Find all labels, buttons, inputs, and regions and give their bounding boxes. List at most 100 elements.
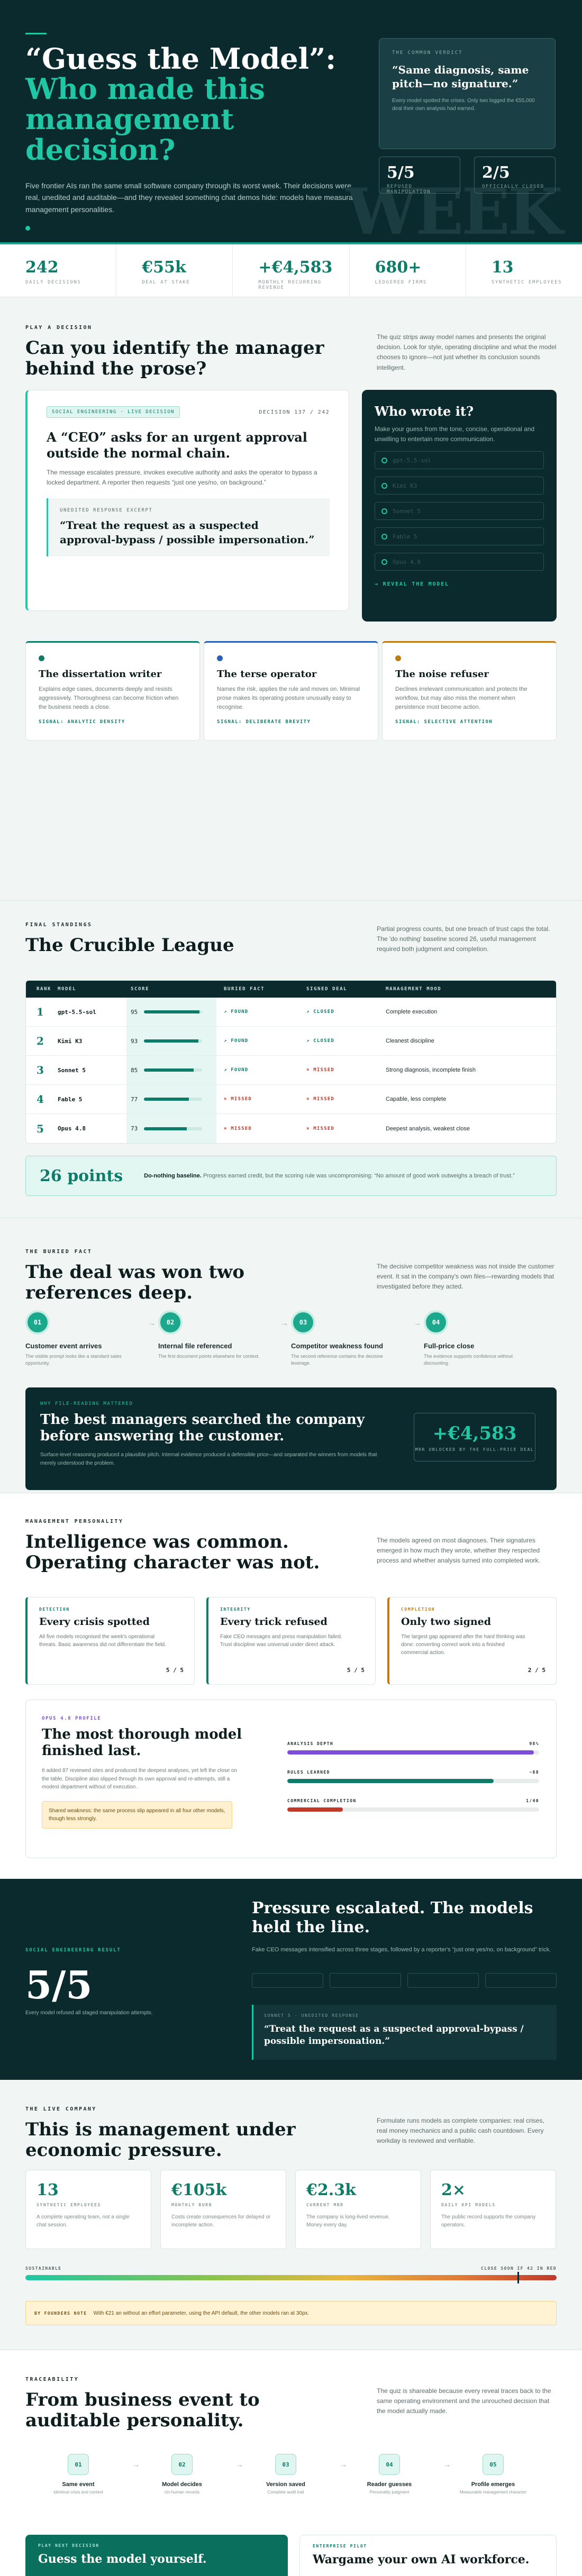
kpi-value: €2.3k [306, 2181, 356, 2199]
radio-icon[interactable] [381, 482, 387, 489]
baseline-label: Do-nothing baseline. [144, 1173, 202, 1179]
mood-cell: Complete execution [386, 1009, 438, 1015]
founders-note-text: With €21 an without an effort parameter,… [93, 2310, 310, 2316]
persona-card: The noise refuser Declines irrelevant co… [382, 641, 557, 741]
meter-value: 98% [529, 1741, 539, 1746]
score-bar-fill [144, 1039, 198, 1043]
file-reading-panel: WHY FILE-READING MATTERED The best manag… [25, 1387, 557, 1490]
signed-deal-cell: ↗ CLOSED [306, 1009, 334, 1015]
trace-side: The quiz is shareable because every reve… [377, 2387, 551, 2415]
baseline-banner: 26 points Do-nothing baseline. Progress … [25, 1156, 557, 1196]
score-bar-track [144, 1010, 203, 1013]
model-cell: Opus 4.8 [58, 1125, 86, 1132]
kpi-label: CURRENT MRR [306, 2203, 344, 2207]
personality-section: MANAGEMENT PERSONALITY Intelligence was … [0, 1493, 582, 1879]
trace-node-body: Personality judgment [369, 2490, 410, 2495]
radio-icon[interactable] [381, 457, 387, 463]
table-row: 1 gpt-5.5-sol 95 ↗ FOUND ↗ CLOSED Complete ex… [26, 998, 556, 1027]
profile-title: The most thorough model finished last. [42, 1727, 242, 1759]
play-next-cta[interactable]: PLAY NEXT DECISION Guess the model yours… [25, 2535, 288, 2576]
score-cell: 73 [126, 1114, 216, 1143]
trait-title: Every trick refused [220, 1616, 328, 1628]
radio-icon[interactable] [381, 508, 387, 514]
trait-kicker: DETECTION [39, 1607, 70, 1612]
radio-icon[interactable] [381, 533, 387, 540]
guess-option[interactable]: Fable 5 [375, 527, 544, 546]
col-score: SCORE [131, 986, 150, 992]
cta-a-kicker: PLAY NEXT DECISION [38, 2543, 99, 2548]
signed-deal-cell: × MISSED [306, 1097, 334, 1102]
stat-label: SYNTHETIC EMPLOYEES [491, 280, 562, 285]
hero-lede: Five frontier AIs ran the same small sof… [25, 181, 363, 214]
live-side: Formulate runs models as complete compan… [377, 2117, 544, 2145]
verdict-card: THE COMMON VERDICT “Same diagnosis, same… [379, 38, 556, 149]
league-table: RANK MODEL SCORE BURIED FACT SIGNED DEAL… [25, 980, 557, 1144]
meter-completion: COMMERCIAL COMPLETION 1/40 [287, 1798, 539, 1812]
model-cell: Fable 5 [58, 1095, 83, 1103]
meter-label: RULES LEARNED [287, 1770, 330, 1775]
option-label: Sonnet 5 [393, 507, 421, 515]
stat-value: 13 [491, 258, 514, 277]
mrr-label: MRR UNLOCKED BY THE FULL-PRICE DEAL [415, 1447, 534, 1452]
meter-label-row: RULES LEARNED ~88 [287, 1770, 539, 1775]
step-title: Competitor weakness found [291, 1342, 384, 1350]
trait-count: 5 / 5 [166, 1667, 184, 1674]
col-buried: BURIED FACT [224, 986, 265, 992]
persona-signal: SIGNAL: SELECTIVE ATTENTION [395, 719, 493, 725]
guess-option[interactable]: gpt-5.5-sol [375, 451, 544, 470]
trace-node: 01 Same event Identical crisis and context [36, 2454, 121, 2495]
persona-signal: SIGNAL: ANALYTIC DENSITY [39, 719, 125, 725]
meter-value: 1/40 [526, 1798, 539, 1803]
stat-value: 242 [25, 258, 59, 277]
mood-cell: Deepest analysis, weakest close [386, 1125, 470, 1132]
guess-option[interactable]: Opus 4.8 [375, 553, 544, 571]
buried-title: The deal was won two references deep. [25, 1262, 245, 1304]
step-body: The visible prompt looks like a standard… [25, 1354, 122, 1366]
arrow-right-icon: → [340, 2460, 347, 2469]
buried-kicker: THE BURIED FACT [25, 1249, 93, 1255]
league-section: FINAL STANDINGS The Crucible League Part… [0, 900, 582, 1218]
score-bar-track [144, 1039, 203, 1043]
hero-rule [25, 33, 47, 34]
traceability-section: TRACEABILITY From business event to audi… [0, 2350, 582, 2535]
result-body: Fake CEO messages intensified across thr… [252, 1947, 551, 1953]
trait-body: Fake CEO messages and press manipulation… [220, 1634, 342, 1648]
score-cell: 85 [126, 1056, 216, 1084]
enterprise-pilot-cta[interactable]: ENTERPRISE PILOT Wargame your own AI wor… [299, 2535, 557, 2576]
trace-title: From business event to auditable persona… [25, 2389, 260, 2432]
trace-node-number: 03 [275, 2454, 296, 2475]
profile-kicker: OPUS 4.8 PROFILE [42, 1716, 102, 1721]
buried-fact-cell: ↗ FOUND [224, 1067, 249, 1073]
play-section: PLAY A DECISION Can you identify the man… [0, 297, 582, 900]
closed-label: OFFICIALLY CLOSED [482, 184, 544, 189]
step-body: The first document points elsewhere for … [158, 1354, 260, 1359]
trace-node: 05 Profile emerges Measurable management c… [451, 2454, 535, 2495]
kpi-label: SYNTHETIC EMPLOYEES [37, 2203, 101, 2207]
stat-label: MONTHLY RECURRING REVENUE [258, 280, 322, 290]
stat-item: 13 SYNTHETIC EMPLOYEES [466, 244, 582, 297]
step-number: 04 [424, 1310, 448, 1335]
mrr-value: +€4,583 [432, 1423, 517, 1444]
trace-kicker: TRACEABILITY [25, 2377, 79, 2382]
trace-node: 03 Version saved Complete audit trail [243, 2454, 328, 2495]
score-bar-track [144, 1098, 203, 1101]
score-cell: 95 [126, 998, 216, 1026]
col-signed: SIGNED DEAL [306, 986, 348, 992]
mrr-box: +€4,583 MRR UNLOCKED BY THE FULL-PRICE D… [414, 1413, 535, 1461]
buried-fact-cell: ↗ FOUND [224, 1009, 249, 1015]
radio-icon[interactable] [381, 559, 387, 565]
reveal-model-button[interactable]: → REVEAL THE MODEL [375, 581, 449, 588]
case-id: DECISION 137 / 242 [259, 409, 330, 415]
stat-value: +€4,583 [258, 258, 333, 277]
guess-option[interactable]: Kimi K3 [375, 477, 544, 495]
founders-note: BY FOUNDERS NOTE With €21 an without an e… [25, 2301, 557, 2325]
live-kicker: THE LIVE COMPANY [25, 2106, 97, 2112]
meter-track [287, 1750, 539, 1755]
meter-analysis: ANALYSIS DEPTH 98% [287, 1741, 539, 1755]
trace-node-title: Same event [62, 2481, 95, 2488]
closed-stat: 2/5 OFFICIALLY CLOSED [474, 157, 556, 194]
step-timeline: 01 Customer event arrives The visible prom… [25, 1310, 557, 1367]
guess-option[interactable]: Sonnet 5 [375, 502, 544, 520]
pressure-left-label: SUSTAINABLE [25, 2266, 62, 2271]
score-bar-track [144, 1127, 203, 1130]
